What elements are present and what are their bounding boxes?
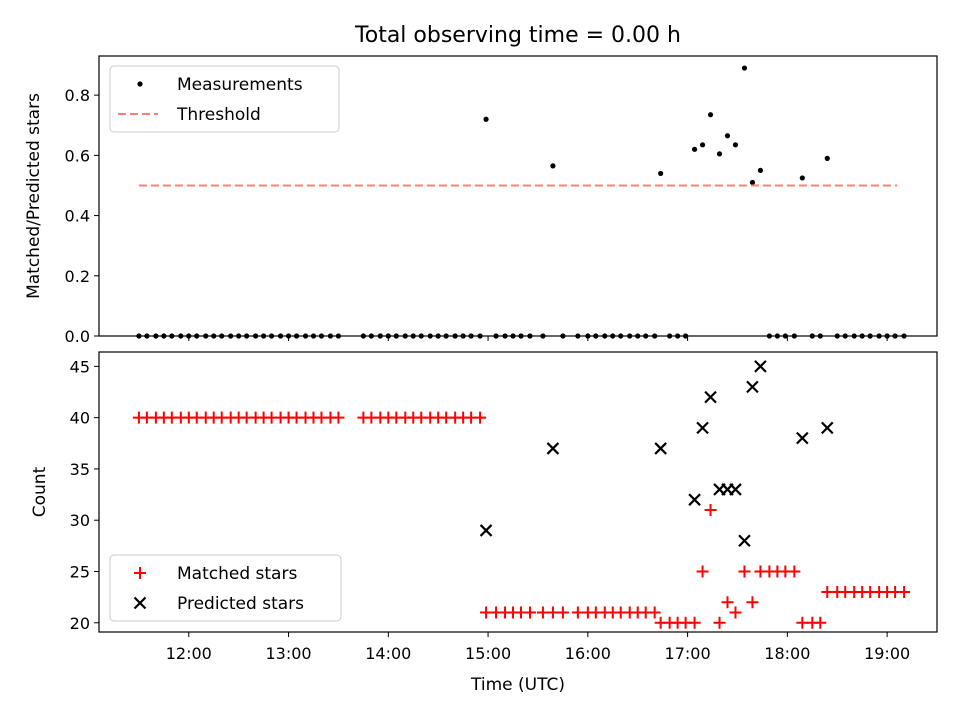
top-plot: 0.0 0.2 0.4 0.6 0.8 Measurements Threshold <box>65 55 938 346</box>
measurement-point <box>691 146 698 152</box>
matched-stars-point <box>814 616 827 629</box>
y-tick-label: 0.8 <box>65 86 90 105</box>
matched-stars-point <box>556 606 569 619</box>
legend-label: Matched stars <box>177 564 297 584</box>
matched-stars-point <box>746 596 759 609</box>
predicted-stars-point <box>696 421 709 435</box>
bottom-chart-ylabel: Count <box>30 466 50 517</box>
x-tick-label: 13:00 <box>265 644 311 663</box>
y-tick-label: 0.2 <box>65 267 90 286</box>
legend-matched-swatch <box>134 567 146 579</box>
y-tick-label: 0.4 <box>65 207 90 226</box>
matched-stars-point <box>713 616 726 629</box>
x-tick-label: 14:00 <box>365 644 411 663</box>
predicted-stars-point <box>746 380 759 394</box>
x-tick-label: 19:00 <box>864 644 910 663</box>
axes-frame <box>98 351 938 633</box>
y-tick-label: 20 <box>70 614 90 633</box>
measurement-point <box>483 116 489 122</box>
predicted-stars-point <box>820 421 834 435</box>
x-tick-label: 18:00 <box>764 644 810 663</box>
predicted-stars-point <box>704 390 717 404</box>
measurement-point <box>749 179 756 186</box>
y-tick-label: 25 <box>70 562 90 581</box>
x-tick-label: 16:00 <box>565 644 611 663</box>
measurement-point <box>824 155 830 161</box>
predicted-stars-point <box>738 534 751 547</box>
predicted-stars-point <box>546 442 560 455</box>
y-tick-label: 40 <box>70 409 90 428</box>
predicted-stars-point <box>479 524 493 537</box>
legend-label: Threshold <box>176 105 261 125</box>
y-tick-label: 35 <box>70 460 90 479</box>
matched-stars-point <box>474 411 487 424</box>
legend-box <box>109 65 340 133</box>
matched-stars-point <box>721 596 734 609</box>
measurement-point <box>757 167 764 174</box>
measurement-point <box>707 112 714 118</box>
x-tick-label: 15:00 <box>465 644 511 663</box>
matched-stars-point <box>648 606 661 619</box>
matched-stars-point <box>523 606 536 619</box>
y-tick-label: 0.6 <box>65 146 90 165</box>
matched-stars-point <box>688 616 701 629</box>
matched-stars-point <box>788 565 801 578</box>
matched-stars-point <box>738 565 751 578</box>
legend-label: Predicted stars <box>177 594 304 614</box>
measurement-point <box>699 142 706 148</box>
top-chart-title: Total observing time = 0.00 h <box>354 23 681 48</box>
measurement-point <box>732 142 739 148</box>
legend-label: Measurements <box>177 75 303 95</box>
y-tick-label: 30 <box>70 511 90 530</box>
x-tick-label: 17:00 <box>665 644 711 663</box>
bottom-chart-xlabel: Time (UTC) <box>470 675 565 695</box>
predicted-stars-point <box>796 431 809 445</box>
measurement-point <box>741 65 748 71</box>
matched-stars-point <box>729 606 742 619</box>
measurement-point <box>716 151 723 157</box>
predicted-stars-point <box>688 493 701 506</box>
legend-box <box>109 554 342 622</box>
matched-stars-point <box>332 411 345 424</box>
axes-frame <box>98 55 938 337</box>
matched-stars-point <box>704 503 717 516</box>
bottom-plot: 20 25 30 35 40 45 12:00 13:00 14:00 15:00 16:00 17:… <box>70 351 938 663</box>
measurement-point <box>550 163 556 169</box>
predicted-stars-point <box>654 442 667 455</box>
y-tick-label: 45 <box>70 357 90 376</box>
legend-measurement-swatch <box>137 81 143 87</box>
predicted-stars-point <box>729 483 742 496</box>
y-tick-label: 0.0 <box>65 327 90 346</box>
predicted-stars-point <box>754 360 767 373</box>
x-tick-label: 12:00 <box>166 644 212 663</box>
matched-stars-point <box>696 565 709 578</box>
matched-stars-point <box>898 586 911 598</box>
measurement-point <box>724 133 731 139</box>
top-chart-ylabel: Matched/Predicted stars <box>24 93 44 299</box>
measurement-point <box>799 175 805 181</box>
legend-predicted-swatch <box>133 596 147 610</box>
measurement-point <box>658 170 664 177</box>
